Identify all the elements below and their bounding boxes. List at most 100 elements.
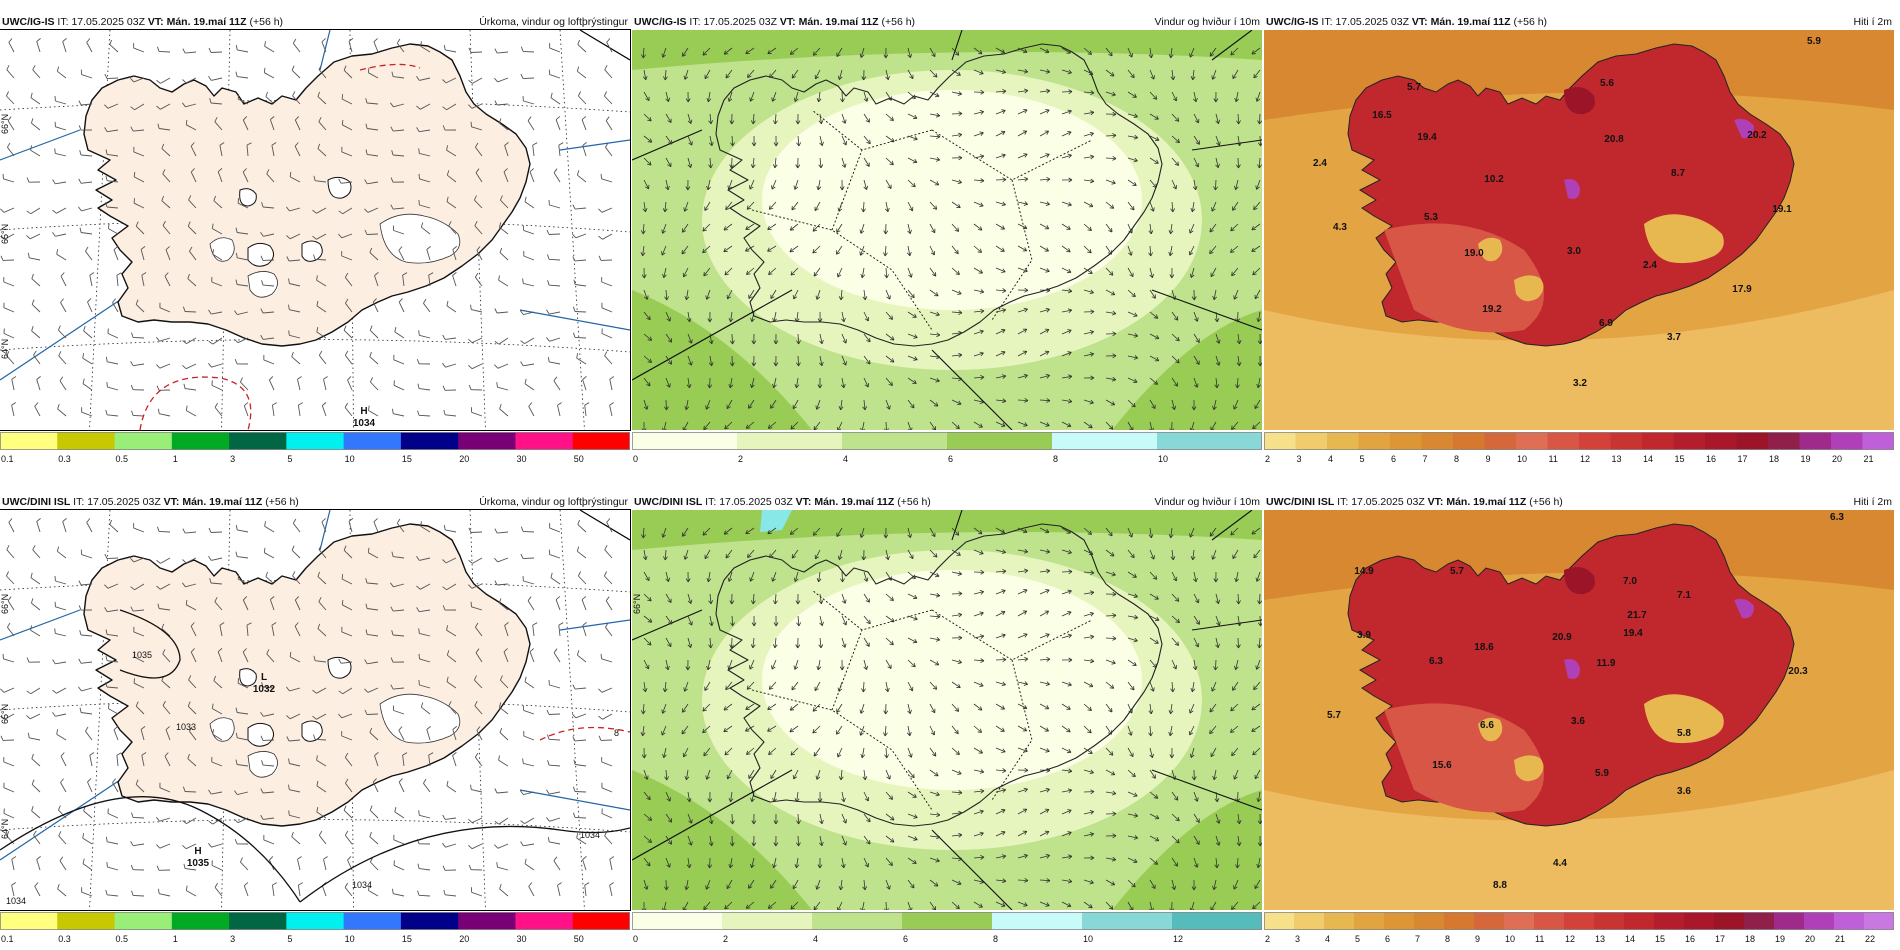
colorbar-swatch	[1624, 912, 1655, 930]
colorbar: 0.1 0.3 0.5 1 3 5 10 15 20 30 50	[0, 912, 630, 948]
colorbar-swatch	[1421, 432, 1454, 450]
colorbar-tick-label: 14	[1625, 934, 1635, 944]
colorbar-swatch	[0, 912, 58, 930]
colorbar-tick-label: 5	[287, 934, 292, 944]
colorbar-swatches	[632, 432, 1262, 450]
vt-label: VT:	[1411, 16, 1428, 28]
colorbar-ticks: 0 2 4 6 8 10 12	[633, 934, 1183, 944]
temperature-label: 8.8	[1493, 880, 1507, 891]
isobar-label: 1034	[580, 830, 600, 840]
colorbar-swatch	[1453, 432, 1485, 450]
colorbar-tick-label: 15	[402, 454, 412, 464]
colorbar: 0 2 4 6 8 10	[632, 432, 1262, 468]
lead-time: (+56 h)	[897, 496, 931, 508]
lat-label: 64°N	[0, 819, 10, 839]
temperature-label: 3.7	[1667, 332, 1681, 343]
iceland-outline	[715, 43, 1163, 347]
colorbar-swatch	[572, 432, 630, 450]
colorbar-tick-label: 0.1	[1, 934, 14, 944]
colorbar-tick-label: 3	[230, 934, 235, 944]
colorbar-swatch	[1444, 912, 1475, 930]
temperature-label: 5.8	[1677, 728, 1691, 739]
colorbar-tick-label: 2	[738, 454, 743, 464]
colorbar-swatch	[812, 912, 903, 930]
colorbar-swatch	[1172, 912, 1262, 930]
colorbar-swatch	[572, 912, 630, 930]
map-svg: 6.3 14.9 5.7 7.0 7.1 3.9 6.3 18.6 20.9 21.7 19.4 11…	[1264, 510, 1894, 910]
temperature-label: 5.7	[1450, 566, 1464, 577]
isobars	[139, 63, 421, 430]
colorbar-swatch	[1864, 912, 1894, 930]
valid-time: Mán. 19.maí 11Z	[814, 496, 895, 508]
map-svg: L1032H103510351034103410341033866°N64°N6…	[0, 510, 630, 910]
temperature-label: 6.6	[1480, 720, 1494, 731]
temperature-label: 4.3	[1333, 222, 1347, 233]
colorbar-swatch	[171, 912, 230, 930]
colorbar-ticks: 0.1 0.3 0.5 1 3 5 10 15 20 30 50	[1, 934, 584, 944]
colorbar-tick-label: 3	[230, 454, 235, 464]
colorbar-tick-label: 8	[1053, 454, 1058, 464]
temperature-label: 4.4	[1553, 858, 1567, 869]
valid-time: Mán. 19.maí 11Z	[182, 496, 263, 508]
colorbar-tick-label: 22	[1865, 934, 1875, 944]
temperature-label: 19.1	[1772, 204, 1792, 215]
model-name: UWC/DINI ISL	[1266, 496, 1335, 508]
fir-boundaries	[632, 510, 1262, 910]
temperature-label: 19.0	[1464, 248, 1484, 259]
colorbar-tick-label: 1	[173, 934, 178, 944]
temperature-shading	[1264, 510, 1894, 910]
wind-map	[632, 30, 1262, 430]
colorbar-svg: 2 3 4 5 6 7 8 9 10 11 12 13 14 15 16 17 18 19 20 21	[1264, 432, 1894, 464]
colorbar: 2 3 4 5 6 7 8 9 10 11 12 13 14 15 16 17 18 19 20 21	[1264, 432, 1894, 468]
colorbar: 2 3 4 5 6 7 8 9 10 11 12 13 14 15 16 17 18 19 20 21 22	[1264, 912, 1894, 948]
wind-map: 66°N	[632, 510, 1262, 910]
colorbar-tick-label: 10	[1505, 934, 1515, 944]
lead-time: (+56 h)	[1513, 16, 1548, 28]
colorbar-ticks: 0.1 0.3 0.5 1 3 5 10 15 20 30 50	[1, 454, 584, 464]
panel-title: Vindur og hviður í 10m	[1154, 496, 1260, 508]
colorbar-tick-label: 20	[1805, 934, 1815, 944]
panel-igis-precip: UWC/IG-IS IT: 17.05.2025 03Z VT: Mán. 19…	[0, 14, 631, 470]
temperature-label: 6.3	[1429, 656, 1443, 667]
temperature-label: 5.7	[1407, 82, 1421, 93]
colorbar-swatch	[1264, 432, 1296, 450]
colorbar-swatch	[992, 912, 1083, 930]
colorbar-swatch	[114, 912, 173, 930]
it-label: IT:	[705, 496, 717, 508]
colorbar-tick-label: 18	[1769, 454, 1779, 464]
lat-label: 64°N	[0, 339, 10, 359]
colorbar-swatch	[1774, 912, 1805, 930]
model-name: UWC/IG-IS	[2, 16, 55, 28]
colorbar-swatch	[1831, 432, 1863, 450]
colorbar-swatch	[1744, 912, 1775, 930]
init-time: 17.05.2025 03Z	[719, 496, 793, 508]
colorbar-swatch	[1594, 912, 1625, 930]
colorbar-swatch	[57, 432, 116, 450]
colorbar-tick-label: 16	[1685, 934, 1695, 944]
init-time: 17.05.2025 03Z	[87, 496, 161, 508]
glaciers	[209, 693, 461, 778]
latitude-labels: 66°N 64°N 65°N	[0, 114, 10, 359]
temperature-label: 3.0	[1567, 246, 1581, 257]
colorbar-tick-label: 19	[1801, 454, 1811, 464]
panel-header: UWC/DINI ISL IT: 17.05.2025 03Z VT: Mán.…	[632, 494, 1262, 510]
temperature-label: 19.4	[1417, 132, 1437, 143]
temperature-label: 18.6	[1474, 642, 1494, 653]
temperature-label: 5.7	[1327, 710, 1341, 721]
colorbar-swatch	[229, 912, 287, 930]
init-time: 17.05.2025 03Z	[1335, 16, 1409, 28]
vt-label: VT:	[1427, 496, 1444, 508]
panel-dini-precip: UWC/DINI ISL IT: 17.05.2025 03Z VT: Mán.…	[0, 494, 631, 950]
colorbar-tick-label: 8	[993, 934, 998, 944]
colorbar-tick-label: 7	[1415, 934, 1420, 944]
lat-label: 66°N	[0, 114, 10, 134]
colorbar-tick-label: 10	[1517, 454, 1527, 464]
colorbar-svg: 0.1 0.3 0.5 1 3 5 10 15 20 30 50	[0, 912, 630, 944]
colorbar-tick-label: 21	[1835, 934, 1845, 944]
colorbar-ticks: 2 3 4 5 6 7 8 9 10 11 12 13 14 15 16 17 18 19 20 21 22	[1265, 934, 1875, 944]
valid-time: Mán. 19.maí 11Z	[166, 16, 247, 28]
temperature-label: 10.2	[1484, 174, 1504, 185]
colorbar-swatch	[632, 912, 723, 930]
